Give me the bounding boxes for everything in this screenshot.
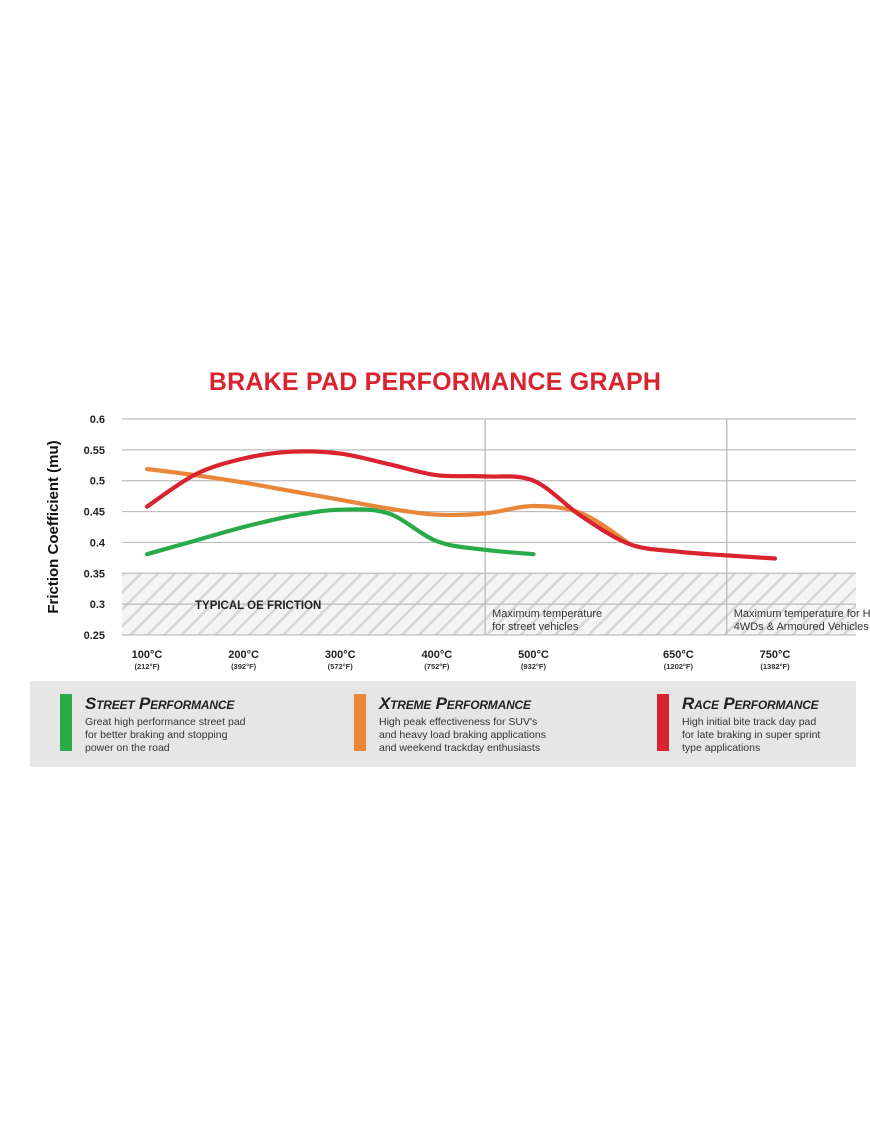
y-tick-label: 0.6 xyxy=(90,414,105,426)
x-tick-label: 500°C xyxy=(518,649,549,661)
race-color-swatch xyxy=(657,694,669,751)
legend: Street Performance Great high performanc… xyxy=(30,681,856,767)
y-axis: 0.6 0.55 0.5 0.45 0.4 0.35 0.3 0.25 xyxy=(84,414,106,642)
x-tick-sublabel: (1202°F) xyxy=(664,662,694,671)
y-tick-label: 0.45 xyxy=(84,507,105,519)
x-tick-label: 750°C xyxy=(760,649,791,661)
temperature-limit-label: for street vehicles xyxy=(492,621,579,633)
x-tick-sublabel: (752°F) xyxy=(424,662,450,671)
legend-description-race: High initial bite track day pad for late … xyxy=(682,716,821,754)
x-tick-sublabel: (932°F) xyxy=(521,662,547,671)
data-series xyxy=(144,449,778,561)
chart-title: BRAKE PAD PERFORMANCE GRAPH xyxy=(208,368,662,396)
xtreme-color-swatch xyxy=(354,694,366,751)
x-tick-label: 100°C xyxy=(132,649,163,661)
temperature-limit-label: 4WDs & Armoured Vehicles xyxy=(734,621,870,633)
x-tick-label: 400°C xyxy=(421,649,452,661)
x-tick-sublabel: (1382°F) xyxy=(760,662,790,671)
x-tick-label: 300°C xyxy=(325,649,356,661)
legend-name-street: Street Performance xyxy=(85,694,235,713)
temperature-limit-label: Maximum temperature for Heavy towing, xyxy=(734,608,870,620)
typical-oe-friction-label: TYPICAL OE FRICTION xyxy=(195,600,321,612)
legend-name-xtreme: Xtreme Performance xyxy=(379,694,531,713)
x-tick-sublabel: (392°F) xyxy=(231,662,257,671)
y-tick-label: 0.35 xyxy=(84,568,105,580)
y-tick-label: 0.4 xyxy=(90,537,106,549)
legend-description-street: Great high performance street pad for bet… xyxy=(85,716,246,754)
legend-description-xtreme: High peak effectiveness for SUV's and hea… xyxy=(379,716,546,754)
x-tick-sublabel: (572°F) xyxy=(328,662,354,671)
y-axis-title: Friction Coefficient (mu) xyxy=(45,440,62,613)
y-tick-label: 0.25 xyxy=(84,630,105,642)
x-tick-label: 650°C xyxy=(663,649,694,661)
xtreme-performance-line xyxy=(144,466,633,547)
x-axis: 100°C(212°F) 200°C(392°F) 300°C(572°F) 400°… xyxy=(132,649,791,671)
race-performance-line xyxy=(144,449,778,561)
x-tick-label: 200°C xyxy=(228,649,259,661)
gridlines xyxy=(122,418,856,636)
legend-name-race: Race Performance xyxy=(682,694,819,713)
x-tick-sublabel: (212°F) xyxy=(134,662,160,671)
y-tick-label: 0.5 xyxy=(90,476,105,488)
temperature-limit-label: Maximum temperature xyxy=(492,608,602,620)
street-performance-line xyxy=(144,507,536,557)
y-tick-label: 0.55 xyxy=(84,445,105,457)
y-tick-label: 0.3 xyxy=(90,599,105,611)
street-color-swatch xyxy=(60,694,72,751)
